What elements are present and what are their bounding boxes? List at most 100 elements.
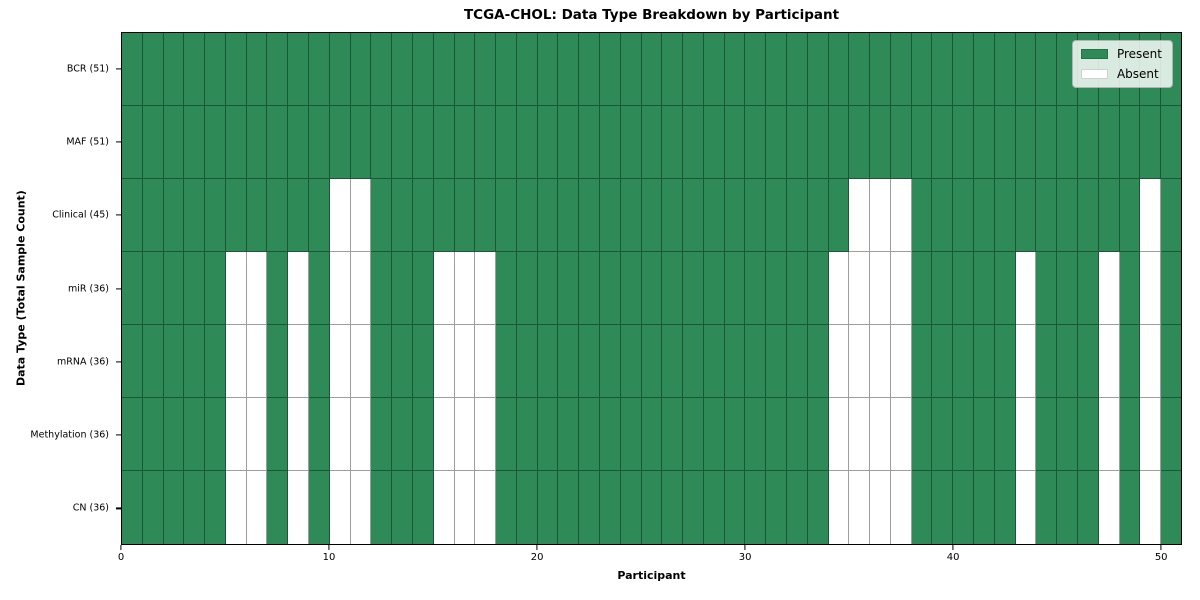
matrix-cell (163, 398, 185, 471)
matrix-cell (703, 471, 725, 544)
matrix-cell (787, 33, 808, 106)
matrix-cell (1036, 325, 1058, 398)
matrix-cell (620, 252, 642, 325)
matrix-cell (246, 179, 268, 252)
matrix-cell (683, 398, 704, 471)
matrix-cell (828, 398, 850, 471)
matrix-cell (911, 325, 933, 398)
matrix-cell (641, 106, 663, 179)
matrix-cell (163, 179, 185, 252)
x-tick-mark (536, 545, 538, 550)
matrix-cell (1161, 179, 1181, 252)
matrix-cell (662, 179, 684, 252)
matrix-cell (849, 106, 871, 179)
x-tick-label: 30 (738, 552, 752, 563)
matrix-cell (599, 106, 621, 179)
matrix-cell (1036, 252, 1058, 325)
matrix-cell (329, 33, 351, 106)
matrix-cell (537, 179, 559, 252)
y-tick-label: miR (36) (67, 283, 109, 294)
matrix-cell (932, 471, 954, 544)
matrix-cell (620, 33, 642, 106)
matrix-cell (703, 106, 725, 179)
matrix-cell (163, 325, 185, 398)
matrix-cell (766, 33, 787, 106)
matrix-cell (828, 179, 850, 252)
matrix-cell (932, 106, 954, 179)
matrix-cell (1098, 398, 1120, 471)
matrix-cell (870, 398, 891, 471)
y-tick-label: mRNA (36) (57, 356, 109, 368)
matrix-cell (724, 106, 746, 179)
matrix-cell (246, 33, 268, 106)
matrix-cell (558, 471, 580, 544)
matrix-cell (683, 106, 704, 179)
matrix-cell (766, 325, 787, 398)
matrix-cell (828, 106, 850, 179)
matrix-cell (309, 398, 330, 471)
y-axis: BCR (51) MAF (51) Clinical (45) miR (36) mRN… (0, 32, 121, 545)
matrix-cell (433, 179, 455, 252)
matrix-cell (433, 398, 455, 471)
legend-item-present: Present (1080, 47, 1162, 61)
matrix-cell (974, 325, 995, 398)
matrix-cell (1015, 325, 1037, 398)
x-tick-label: 40 (946, 552, 960, 563)
matrix-cell (766, 179, 787, 252)
matrix-cell (309, 33, 330, 106)
matrix-cell (641, 471, 663, 544)
matrix-cell (953, 325, 975, 398)
matrix-cell (703, 33, 725, 106)
matrix-cell (1057, 252, 1078, 325)
matrix-cell (703, 398, 725, 471)
y-tick-mark (116, 287, 121, 290)
matrix-row-clinical (122, 179, 1181, 252)
matrix-cell (994, 471, 1016, 544)
x-tick-label: 0 (117, 552, 125, 563)
matrix-cell (496, 398, 517, 471)
y-tick-mark (116, 214, 121, 216)
matrix-cell (1119, 179, 1141, 252)
matrix-cell (1140, 106, 1162, 179)
matrix-cell (142, 471, 164, 544)
matrix-cell (662, 252, 684, 325)
matrix-cell (766, 398, 787, 471)
matrix-cell (1077, 252, 1099, 325)
matrix-cell (911, 252, 933, 325)
matrix-cell (496, 106, 517, 179)
matrix-cell (454, 179, 476, 252)
matrix-cell (392, 252, 413, 325)
matrix-cell (683, 33, 704, 106)
matrix-cell (994, 179, 1016, 252)
matrix-cell (371, 325, 393, 398)
matrix-cell (392, 471, 413, 544)
y-tick-mark (116, 507, 121, 509)
matrix-cell (309, 179, 330, 252)
matrix-cell (579, 179, 600, 252)
matrix-cell (392, 179, 413, 252)
matrix-cell (807, 471, 829, 544)
x-tick-label: 20 (530, 552, 544, 563)
matrix-cell (496, 252, 517, 325)
x-tick-label: 50 (1154, 552, 1168, 563)
matrix-cell (1161, 471, 1181, 544)
matrix-cell (475, 471, 497, 544)
matrix-cell (641, 325, 663, 398)
matrix-cell (828, 252, 850, 325)
matrix-cell (953, 252, 975, 325)
matrix-cell (267, 471, 289, 544)
matrix-cell (142, 252, 164, 325)
matrix-cell (142, 398, 164, 471)
matrix-cell (309, 325, 330, 398)
matrix-cell (579, 33, 600, 106)
matrix-cell (516, 179, 538, 252)
matrix-cell (828, 325, 850, 398)
matrix-cell (1015, 398, 1037, 471)
matrix-cell (184, 325, 206, 398)
x-axis: 0 10 20 30 40 50 (117, 545, 1182, 575)
matrix-cell (1057, 179, 1078, 252)
matrix-cell (870, 179, 891, 252)
matrix-cell (974, 252, 995, 325)
matrix-cell (288, 33, 310, 106)
